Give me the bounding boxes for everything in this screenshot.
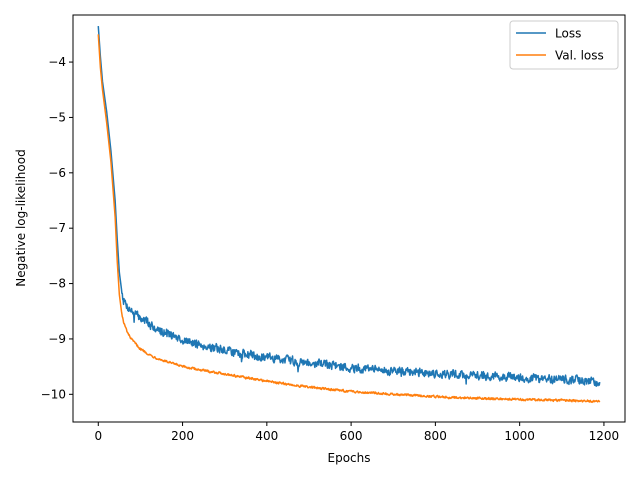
axes-frame xyxy=(72,14,626,423)
legend-label-val-loss: Val. loss xyxy=(555,49,604,63)
y-axis-ticks: −10 −9 −8 −7 −6 −5 −4 xyxy=(41,55,73,401)
plot-lines xyxy=(97,26,601,404)
x-tick-label: 800 xyxy=(424,429,447,443)
x-axis-ticks: 0 200 400 600 800 1000 1200 xyxy=(94,422,619,443)
x-tick-label: 200 xyxy=(171,429,194,443)
series-line-val-loss xyxy=(97,34,601,404)
y-tick-label: −10 xyxy=(41,387,66,401)
x-tick-label: 0 xyxy=(94,429,102,443)
y-tick-label: −5 xyxy=(48,110,66,124)
x-tick-label: 1200 xyxy=(589,429,620,443)
x-axis-label: Epochs xyxy=(328,451,371,465)
y-tick-label: −8 xyxy=(48,277,66,291)
legend: Loss Val. loss xyxy=(509,20,619,70)
series-line-loss xyxy=(97,26,601,387)
x-tick-label: 400 xyxy=(255,429,278,443)
y-tick-label: −7 xyxy=(48,221,66,235)
y-tick-label: −6 xyxy=(48,166,66,180)
x-tick-label: 1000 xyxy=(504,429,535,443)
y-axis-label: Negative log-likelihood xyxy=(14,149,28,286)
y-tick-label: −4 xyxy=(48,55,66,69)
x-tick-label: 600 xyxy=(340,429,363,443)
legend-label-loss: Loss xyxy=(555,27,581,41)
y-tick-label: −9 xyxy=(48,332,66,346)
